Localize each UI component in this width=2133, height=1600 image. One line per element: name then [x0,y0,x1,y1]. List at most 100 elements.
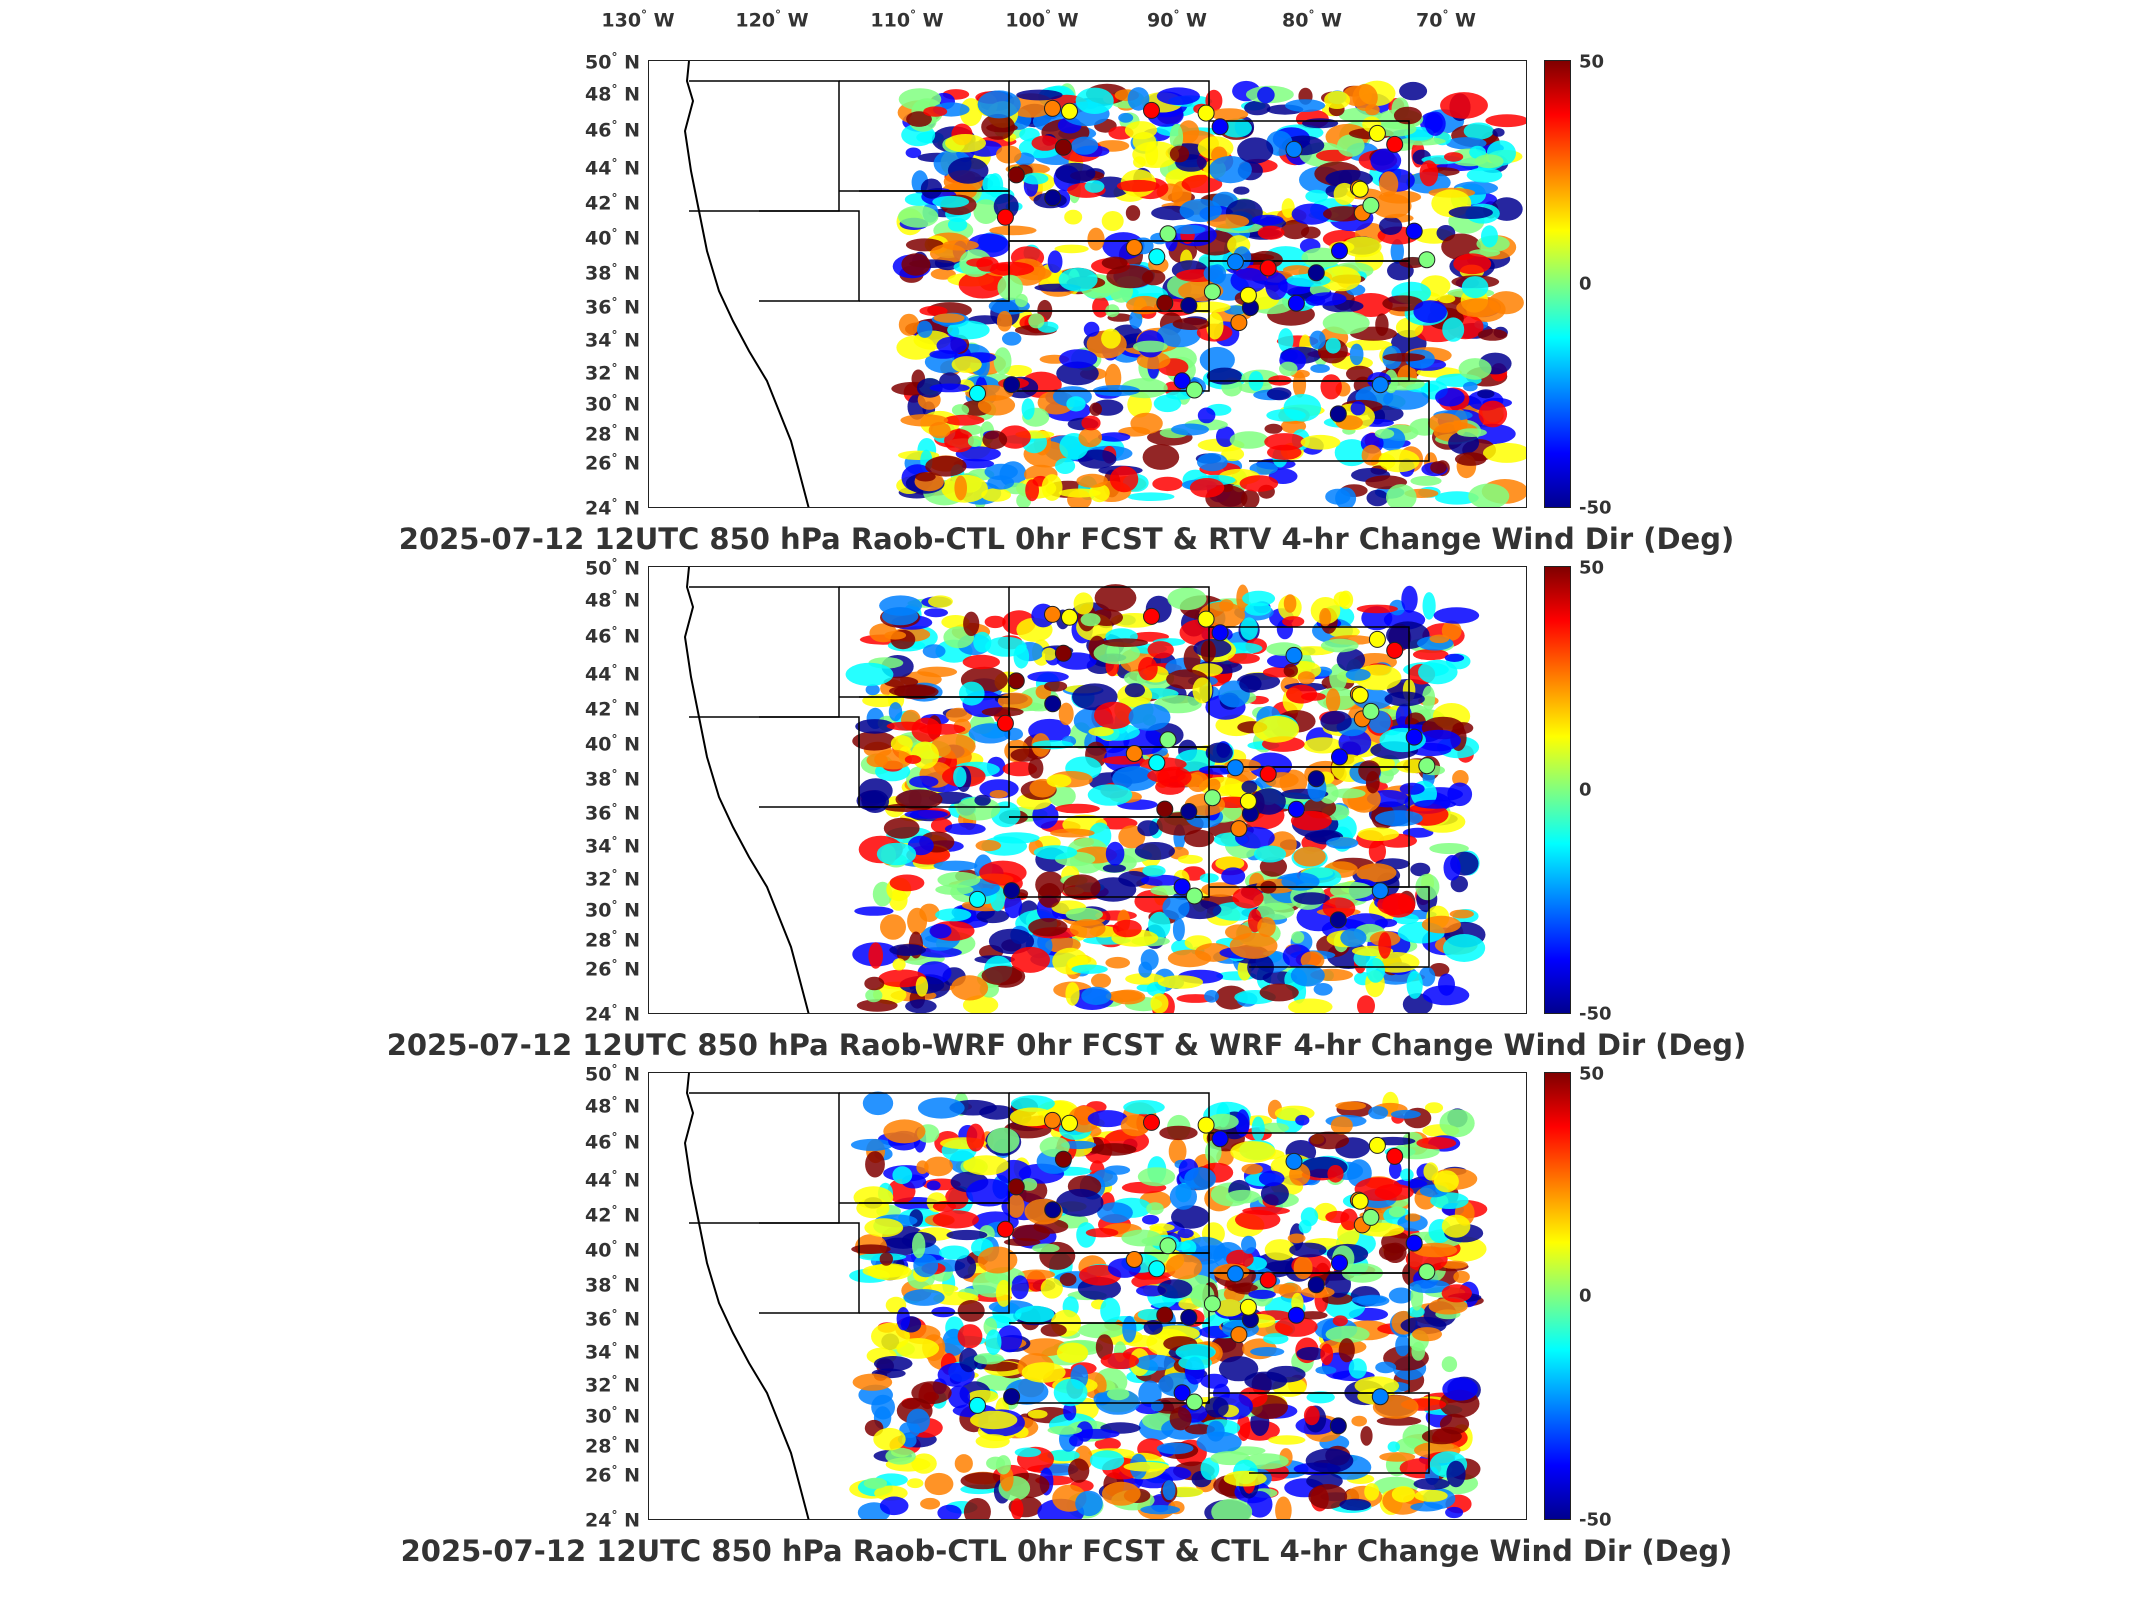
raob-station-marker [1185,887,1203,905]
latitude-label: 24° N [585,1002,640,1026]
raob-station-marker [1307,264,1325,282]
state-boundary [859,1202,1010,1314]
raob-station-marker [1287,1306,1305,1324]
state-boundary [859,190,1010,302]
raob-station-marker [1368,630,1386,648]
raob-station-marker [1285,646,1303,664]
latitude-label: 32° N [585,361,640,385]
raob-station-marker [1259,1271,1277,1289]
raob-station-marker [1185,381,1203,399]
latitude-label: 42° N [585,697,640,721]
raob-station-marker [1331,242,1348,260]
wind-field [845,584,1486,1013]
wind-direction-map [648,60,1527,508]
wind-direction-map [648,1072,1527,1520]
state-boundary [1009,816,1210,898]
panel-title: 2025-07-12 12UTC 850 hPa Raob-CTL 0hr FC… [398,522,1735,556]
raob-station-marker [1230,820,1248,838]
raob-station-marker [1143,1113,1160,1131]
raob-station-marker [1259,259,1277,277]
raob-station-marker [1239,286,1257,304]
raob-station-marker [1125,239,1143,256]
latitude-label: 40° N [585,732,640,756]
coastline [683,61,810,507]
raob-station-marker [1061,608,1078,626]
raob-station-marker [1185,1393,1203,1411]
raob-station-marker [1044,605,1061,623]
raob-station-marker [1351,180,1369,198]
latitude-label: 26° N [585,451,640,475]
raob-station-marker [1197,104,1215,122]
raob-station-marker [969,384,986,402]
raob-station-marker [1405,728,1423,746]
raob-station-marker [1148,754,1166,772]
raob-station-marker [1331,1254,1348,1272]
raob-station-marker [1386,1147,1404,1165]
latitude-label: 48° N [585,82,640,106]
raob-station-marker [1203,283,1221,301]
raob-station-marker [1226,253,1244,271]
raob-station-marker [1211,1130,1229,1148]
latitude-label: 24° N [585,496,640,520]
latitude-label: 34° N [585,328,640,352]
wind-field [891,80,1526,507]
colorbar-min-label: -50 [1579,1509,1612,1531]
state-boundary [1249,380,1430,462]
latitude-label: 38° N [585,1273,640,1297]
raob-station-marker [1159,731,1177,749]
raob-station-marker [1173,1384,1191,1402]
raob-station-marker [1226,1265,1244,1283]
raob-station-marker [1007,166,1025,184]
raob-station-marker [1148,1260,1166,1278]
longitude-label: 80° W [1281,8,1343,32]
colorbar-max-label: 50 [1579,1063,1605,1085]
raob-station-marker [1285,1152,1303,1170]
raob-station-marker [969,890,986,908]
latitude-label: 28° N [585,1434,640,1458]
raob-station-marker [1054,138,1072,156]
panel-title: 2025-07-12 12UTC 850 hPa Raob-WRF 0hr FC… [386,1028,1747,1062]
latitude-label: 46° N [585,1130,640,1154]
state-boundary [1249,886,1430,968]
longitude-label: 120° W [735,8,809,32]
state-boundary [1009,1322,1210,1404]
latitude-label: 44° N [585,1168,640,1192]
coastline [683,1073,810,1519]
raob-station-marker [1386,135,1404,153]
raob-station-marker [1044,1201,1062,1219]
latitude-label: 32° N [585,1373,640,1397]
raob-station-marker [1239,792,1257,810]
raob-station-marker [1159,1237,1177,1255]
state-boundary [859,696,1010,808]
colorbar-min-label: -50 [1579,1003,1612,1025]
raob-station-marker [1003,1388,1021,1406]
latitude-label: 30° N [585,392,640,416]
raob-station-marker [1386,641,1404,659]
raob-station-marker [1285,140,1303,158]
latitude-label: 26° N [585,1463,640,1487]
latitude-label: 42° N [585,1203,640,1227]
state-boundary [1249,1392,1430,1474]
raob-station-marker [1180,1309,1198,1326]
raob-station-marker [969,1396,986,1414]
colorbar-mid-label: 0 [1579,779,1592,801]
latitude-label: 38° N [585,767,640,791]
latitude-label: 36° N [585,801,640,825]
colorbar [1544,566,1571,1014]
raob-station-marker [1418,757,1436,775]
latitude-label: 44° N [585,662,640,686]
raob-station-marker [1054,644,1072,662]
latitude-label: 24° N [585,1508,640,1532]
latitude-label: 26° N [585,957,640,981]
latitude-label: 28° N [585,928,640,952]
latitude-label: 40° N [585,226,640,250]
raob-station-marker [1362,196,1380,214]
longitude-label: 100° W [1005,8,1079,32]
raob-station-marker [1371,1388,1389,1406]
raob-station-marker [1007,1178,1025,1196]
raob-station-marker [1003,882,1021,900]
longitude-axis-labels: 130° W 120° W 110° W 100° W 90° W 80° W 70° W [0,0,2133,40]
longitude-label: 70° W [1415,8,1477,32]
raob-station-marker [1362,702,1380,720]
raob-station-marker [1287,294,1305,312]
